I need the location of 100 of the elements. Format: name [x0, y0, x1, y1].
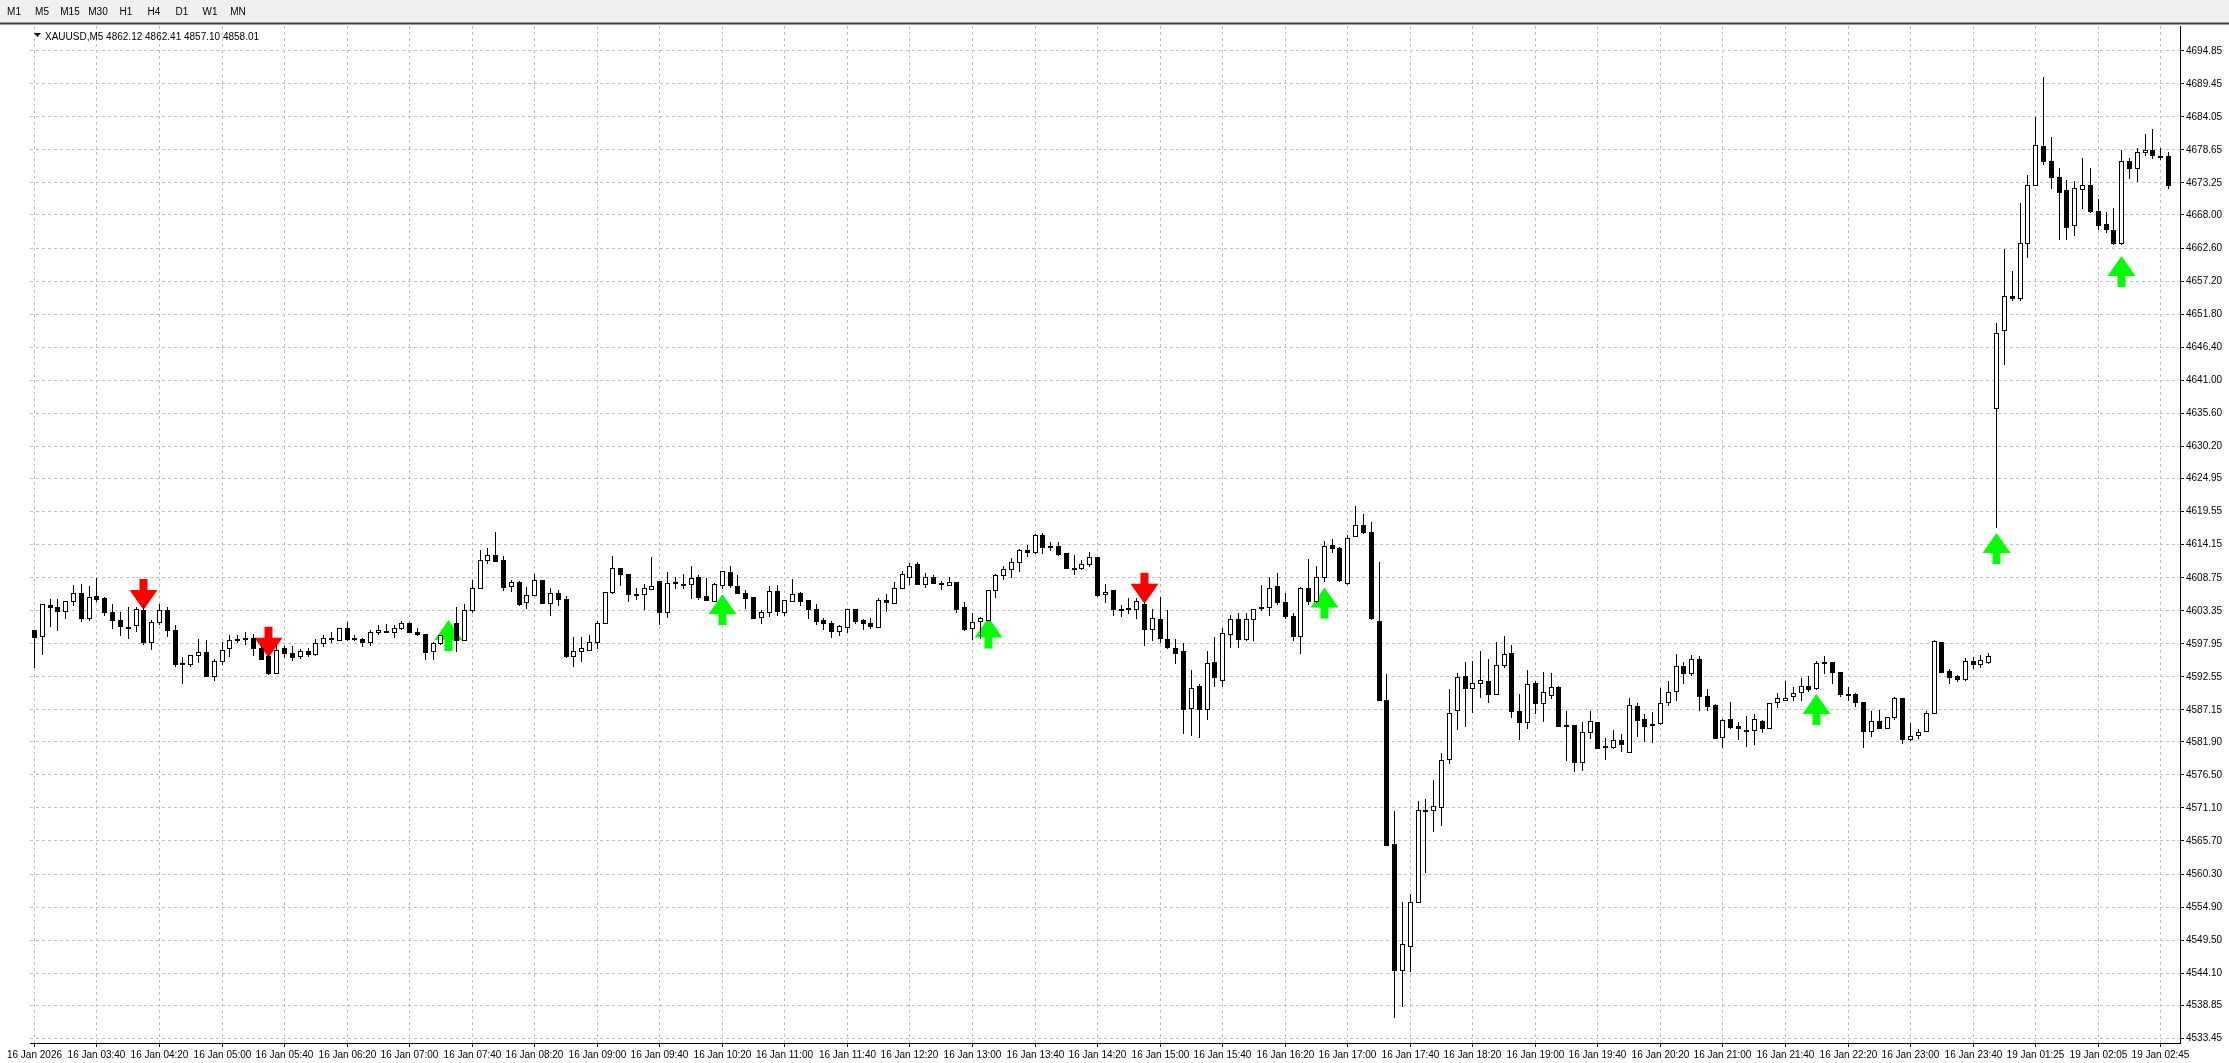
- x-tick-label: 16 Jan 13:00: [943, 1049, 1002, 1060]
- point: [2107, 255, 2136, 287]
- candlestick: [2111, 207, 2116, 246]
- candlestick: [665, 571, 670, 619]
- candlestick: [384, 623, 389, 634]
- candlestick: [243, 631, 248, 646]
- candlestick: [48, 598, 53, 628]
- candlestick: [689, 565, 694, 600]
- candlestick: [618, 567, 623, 587]
- candlestick: [1470, 660, 1475, 714]
- candlestick: [657, 580, 662, 626]
- candlestick: [290, 645, 295, 662]
- candlestick: [454, 606, 459, 653]
- candlestick: [1783, 680, 1788, 702]
- candlestick: [509, 579, 514, 593]
- candlestick: [1447, 688, 1452, 765]
- text: D1: [175, 6, 189, 17]
- candlestick: [595, 620, 600, 650]
- x-tick-label: 16 Jan 15:40: [1193, 1049, 1252, 1060]
- x-tick-label: 16 Jan 08:20: [505, 1049, 564, 1060]
- y-tick-label: 4587.15: [2186, 703, 2223, 715]
- point: [254, 626, 283, 658]
- candlestick: [634, 587, 639, 601]
- candlestick: [94, 577, 99, 603]
- candlestick: [564, 595, 569, 659]
- candlestick: [2096, 198, 2101, 231]
- candlestick: [1603, 737, 1608, 761]
- candlestick: [610, 555, 615, 595]
- text: H4: [147, 6, 161, 17]
- candlestick: [821, 617, 826, 631]
- candlestick: [360, 637, 365, 648]
- candlestick: [1275, 572, 1280, 606]
- candlestick: [626, 573, 631, 603]
- candlestick: [2041, 76, 2046, 166]
- y-tick-label: 4560.30: [2186, 868, 2223, 879]
- candlestick: [1251, 608, 1256, 642]
- candlestick: [876, 597, 881, 629]
- text: H1: [119, 6, 133, 17]
- candlestick: [1330, 538, 1335, 554]
- candlestick: [1298, 586, 1303, 655]
- point: [1130, 572, 1159, 604]
- text: MN: [230, 6, 246, 17]
- candlestick: [1236, 612, 1241, 649]
- candlestick: [32, 629, 37, 669]
- point: [129, 578, 158, 610]
- candlestick: [1431, 779, 1436, 833]
- y-tick-label: 4592.55: [2186, 670, 2223, 682]
- candlestick: [298, 648, 303, 660]
- candlestick: [540, 579, 545, 605]
- candlestick: [79, 583, 84, 623]
- text: W1: [202, 6, 218, 17]
- candlestick: [251, 633, 256, 657]
- candlestick: [1165, 609, 1170, 650]
- candlestick: [1877, 709, 1882, 730]
- candlestick: [1509, 644, 1514, 719]
- candlestick: [485, 547, 490, 565]
- candlestick: [1775, 692, 1780, 709]
- candlestick: [87, 585, 92, 622]
- x-tick-label: 16 Jan 07:40: [443, 1049, 502, 1060]
- candlestick: [603, 591, 608, 625]
- candlestick: [1267, 576, 1272, 617]
- candlestick: [868, 617, 873, 630]
- text: XAUUSD,M5 4862.12 4862.41 4857.10 4858.01: [45, 31, 260, 42]
- candlestick: [438, 634, 443, 646]
- point: [708, 594, 737, 626]
- candlestick: [1658, 687, 1663, 726]
- candlestick: [1720, 718, 1725, 749]
- candlestick: [954, 581, 959, 614]
- x-tick-label: 16 Jan 05:40: [255, 1049, 314, 1060]
- y-tick-label: 4689.45: [2186, 77, 2223, 89]
- candlestick: [1072, 554, 1077, 576]
- candlestick: [923, 572, 928, 589]
- candlestick: [1322, 540, 1327, 583]
- x-tick-label: 16 Jan 09:40: [630, 1049, 689, 1060]
- y-tick-label: 4651.80: [2186, 308, 2223, 320]
- candlestick: [743, 589, 748, 610]
- candlestick: [2018, 202, 2023, 302]
- candlestick: [2104, 211, 2109, 234]
- candlestick: [134, 606, 139, 633]
- y-tick-label: 4554.90: [2186, 901, 2223, 913]
- y-tick-label: 4571.10: [2186, 801, 2223, 813]
- candlestick: [673, 576, 678, 590]
- candlestick: [1713, 703, 1718, 740]
- candlestick: [1048, 541, 1053, 552]
- x-tick-label: 16 Jan 23:00: [1881, 1049, 1940, 1060]
- candlestick: [704, 577, 709, 602]
- candlestick: [1408, 893, 1413, 973]
- candlestick: [180, 656, 185, 685]
- candlestick: [2033, 116, 2038, 187]
- candlestick: [1197, 683, 1202, 739]
- x-tick-label: 16 Jan 04:20: [130, 1049, 189, 1060]
- candlestick: [1220, 627, 1225, 688]
- x-tick-label: 16 Jan 05:00: [193, 1049, 252, 1060]
- candlestick: [790, 578, 795, 603]
- candlestick: [204, 639, 209, 678]
- candlestick: [1455, 672, 1460, 731]
- candlestick: [1423, 798, 1428, 874]
- candlestick: [1885, 716, 1890, 730]
- candlestick: [1619, 733, 1624, 753]
- candlestick: [1502, 635, 1507, 669]
